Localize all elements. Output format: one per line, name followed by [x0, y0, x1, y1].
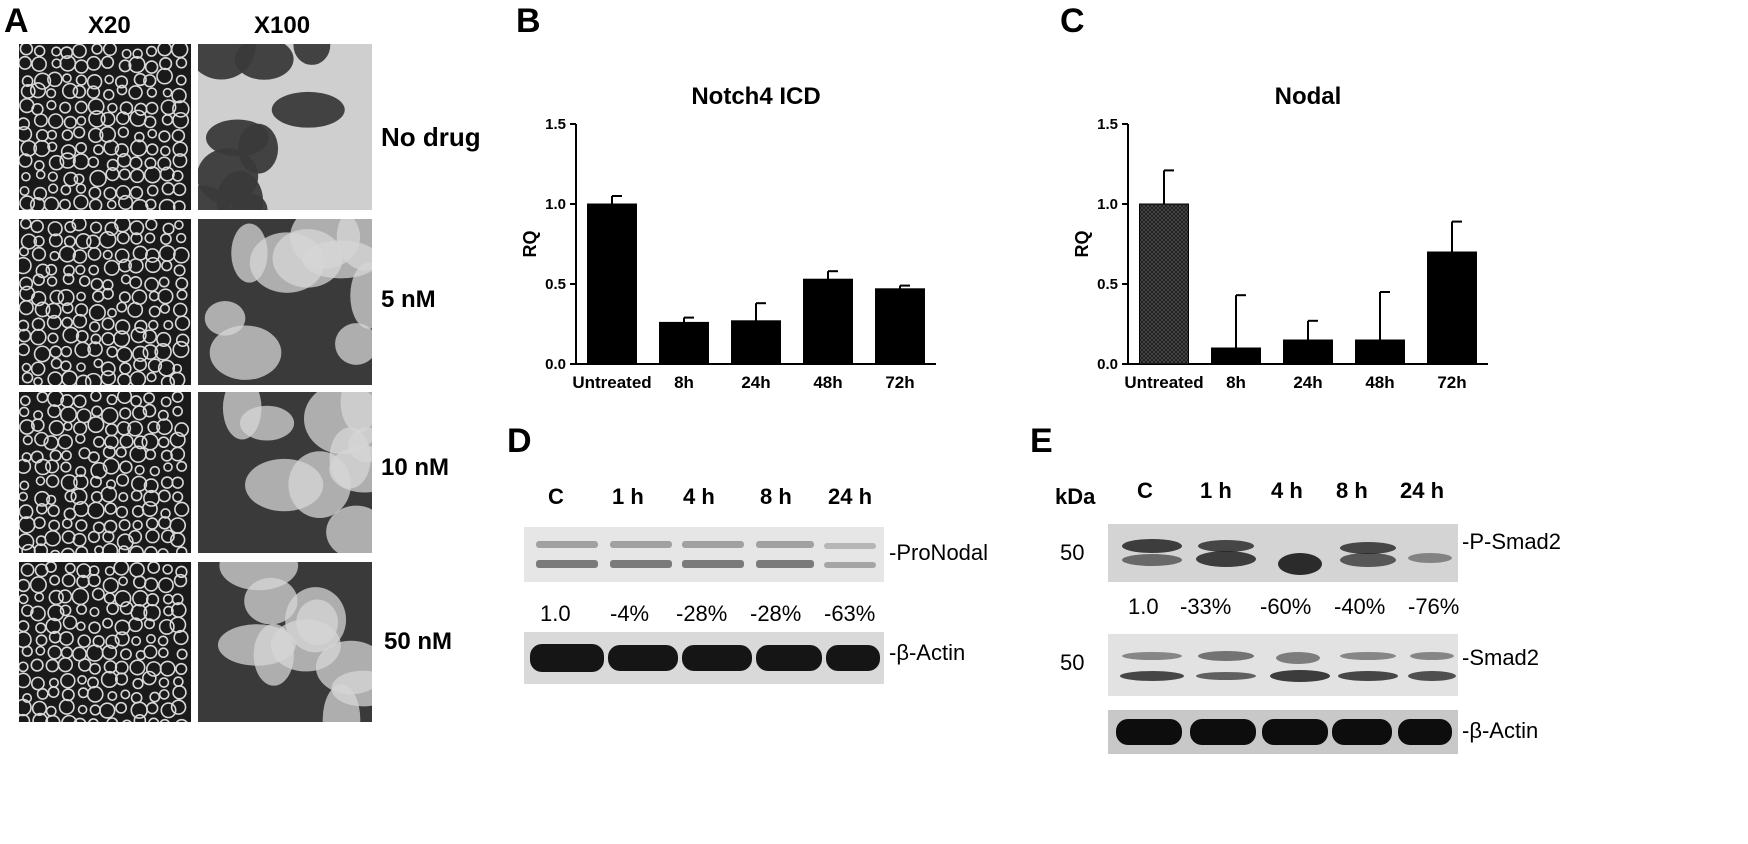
blot-pronodal: [524, 527, 884, 582]
cell-network: [204, 219, 372, 380]
chart-title: Nodal: [1275, 83, 1342, 110]
quant-value: -33%: [1180, 594, 1232, 619]
bar: [875, 288, 925, 365]
y-tick-label: 1.5: [545, 116, 566, 133]
kda-label: kDa: [1055, 484, 1096, 509]
bar-chart-notch4-icd: Notch4 ICD RQ 0.0 0.5 1.0 1.5 Untreated 8h 24h 48…: [520, 83, 936, 392]
panel-d-letter: D: [507, 422, 532, 460]
micrograph-x100-50nm: [198, 562, 372, 722]
micrograph-x20-no-drug: [19, 44, 191, 210]
band-label-pronodal: -ProNodal: [889, 540, 989, 565]
row-label-10nm: 10 nM: [381, 454, 450, 481]
panel-c-letter: C: [1060, 2, 1085, 40]
bar: [803, 278, 853, 365]
col-header-x20: X20: [88, 12, 131, 39]
lane-label: 1 h: [1200, 478, 1232, 503]
cell-network: [222, 392, 372, 553]
lane-label: C: [1137, 478, 1153, 503]
cell-network: [198, 44, 345, 210]
y-tick-label: 1.0: [545, 196, 566, 213]
cell-network: [19, 562, 189, 722]
x-tick-label: 48h: [813, 373, 842, 392]
quant-value: -28%: [676, 601, 728, 626]
lane-label: 8 h: [1336, 478, 1368, 503]
x-tick-label: 72h: [1437, 373, 1466, 392]
quant-value: -28%: [750, 601, 802, 626]
bar: [587, 203, 637, 365]
y-axis-label: RQ: [520, 231, 540, 258]
y-axis-label: RQ: [1072, 231, 1092, 258]
y-tick-label: 1.0: [1097, 196, 1118, 213]
bar: [1139, 203, 1189, 365]
band-label-beta-actin-e: -β-Actin: [1462, 718, 1539, 743]
row-label-5nm: 5 nM: [381, 286, 436, 313]
x-tick-label: 72h: [885, 373, 914, 392]
bar: [1283, 339, 1333, 365]
lane-label: 1 h: [612, 484, 644, 509]
lane-label: 8 h: [760, 484, 792, 509]
micrograph-x20-10nm: [19, 392, 191, 553]
x-tick-label: Untreated: [572, 373, 651, 392]
panel-a-letter: A: [4, 2, 29, 40]
quant-value: 1.0: [1128, 594, 1159, 619]
blot-smad2: [1108, 634, 1458, 696]
chart-title: Notch4 ICD: [691, 83, 820, 110]
bar: [1355, 339, 1405, 365]
bar: [731, 320, 781, 365]
y-tick-label: 0.5: [1097, 276, 1118, 293]
quant-value: 1.0: [540, 601, 571, 626]
bar: [1427, 251, 1477, 365]
micrograph-x100-5nm: [198, 219, 372, 385]
x-tick-label: 8h: [674, 373, 694, 392]
y-tick-label: 0.0: [1097, 356, 1118, 373]
col-header-x100: X100: [254, 12, 311, 39]
lane-label: C: [548, 484, 564, 509]
x-tick-label: 24h: [741, 373, 770, 392]
cell-network: [19, 219, 191, 385]
quant-value: -60%: [1260, 594, 1312, 619]
band-label-beta-actin-d: -β-Actin: [889, 640, 966, 665]
micrograph-x20-50nm: [19, 562, 191, 722]
band-label-smad2: -Smad2: [1462, 645, 1540, 670]
micrograph-x20-5nm: [19, 219, 191, 385]
cell-network: [19, 44, 190, 210]
bar: [659, 321, 709, 365]
lane-label: 4 h: [683, 484, 715, 509]
lane-label: 24 h: [1400, 478, 1445, 503]
micrograph-x100-10nm: [198, 392, 372, 553]
y-tick-label: 1.5: [1097, 116, 1118, 133]
band-label-p-smad2: -P-Smad2: [1462, 529, 1562, 554]
quant-value: -76%: [1408, 594, 1460, 619]
quant-value: -4%: [610, 601, 650, 626]
row-label-50nm: 50 nM: [384, 628, 453, 655]
marker-50-psmad2: 50: [1060, 540, 1085, 565]
lane-label: 24 h: [828, 484, 873, 509]
cell-network: [217, 562, 372, 722]
quant-value: -63%: [824, 601, 876, 626]
x-tick-label: 8h: [1226, 373, 1246, 392]
marker-50-smad2: 50: [1060, 650, 1085, 675]
y-tick-label: 0.0: [545, 356, 566, 373]
row-label-no-drug: No drug: [381, 122, 481, 152]
quant-value: -40%: [1334, 594, 1386, 619]
bar-chart-nodal: Nodal RQ 0.0 0.5 1.0 1.5 Untreated 8h 24h 48h 72h: [1072, 83, 1488, 392]
x-tick-label: Untreated: [1124, 373, 1203, 392]
blot-beta-actin-e: [1108, 710, 1458, 754]
cell-network: [19, 392, 190, 553]
blot-p-smad2: [1108, 524, 1458, 582]
blot-beta-actin-d: [524, 632, 884, 684]
y-tick-label: 0.5: [545, 276, 566, 293]
x-tick-label: 48h: [1365, 373, 1394, 392]
x-tick-label: 24h: [1293, 373, 1322, 392]
panel-b-letter: B: [516, 2, 541, 40]
panel-e-letter: E: [1030, 422, 1053, 460]
micrograph-x100-no-drug: [198, 44, 372, 210]
lane-label: 4 h: [1271, 478, 1303, 503]
bar: [1211, 347, 1261, 365]
